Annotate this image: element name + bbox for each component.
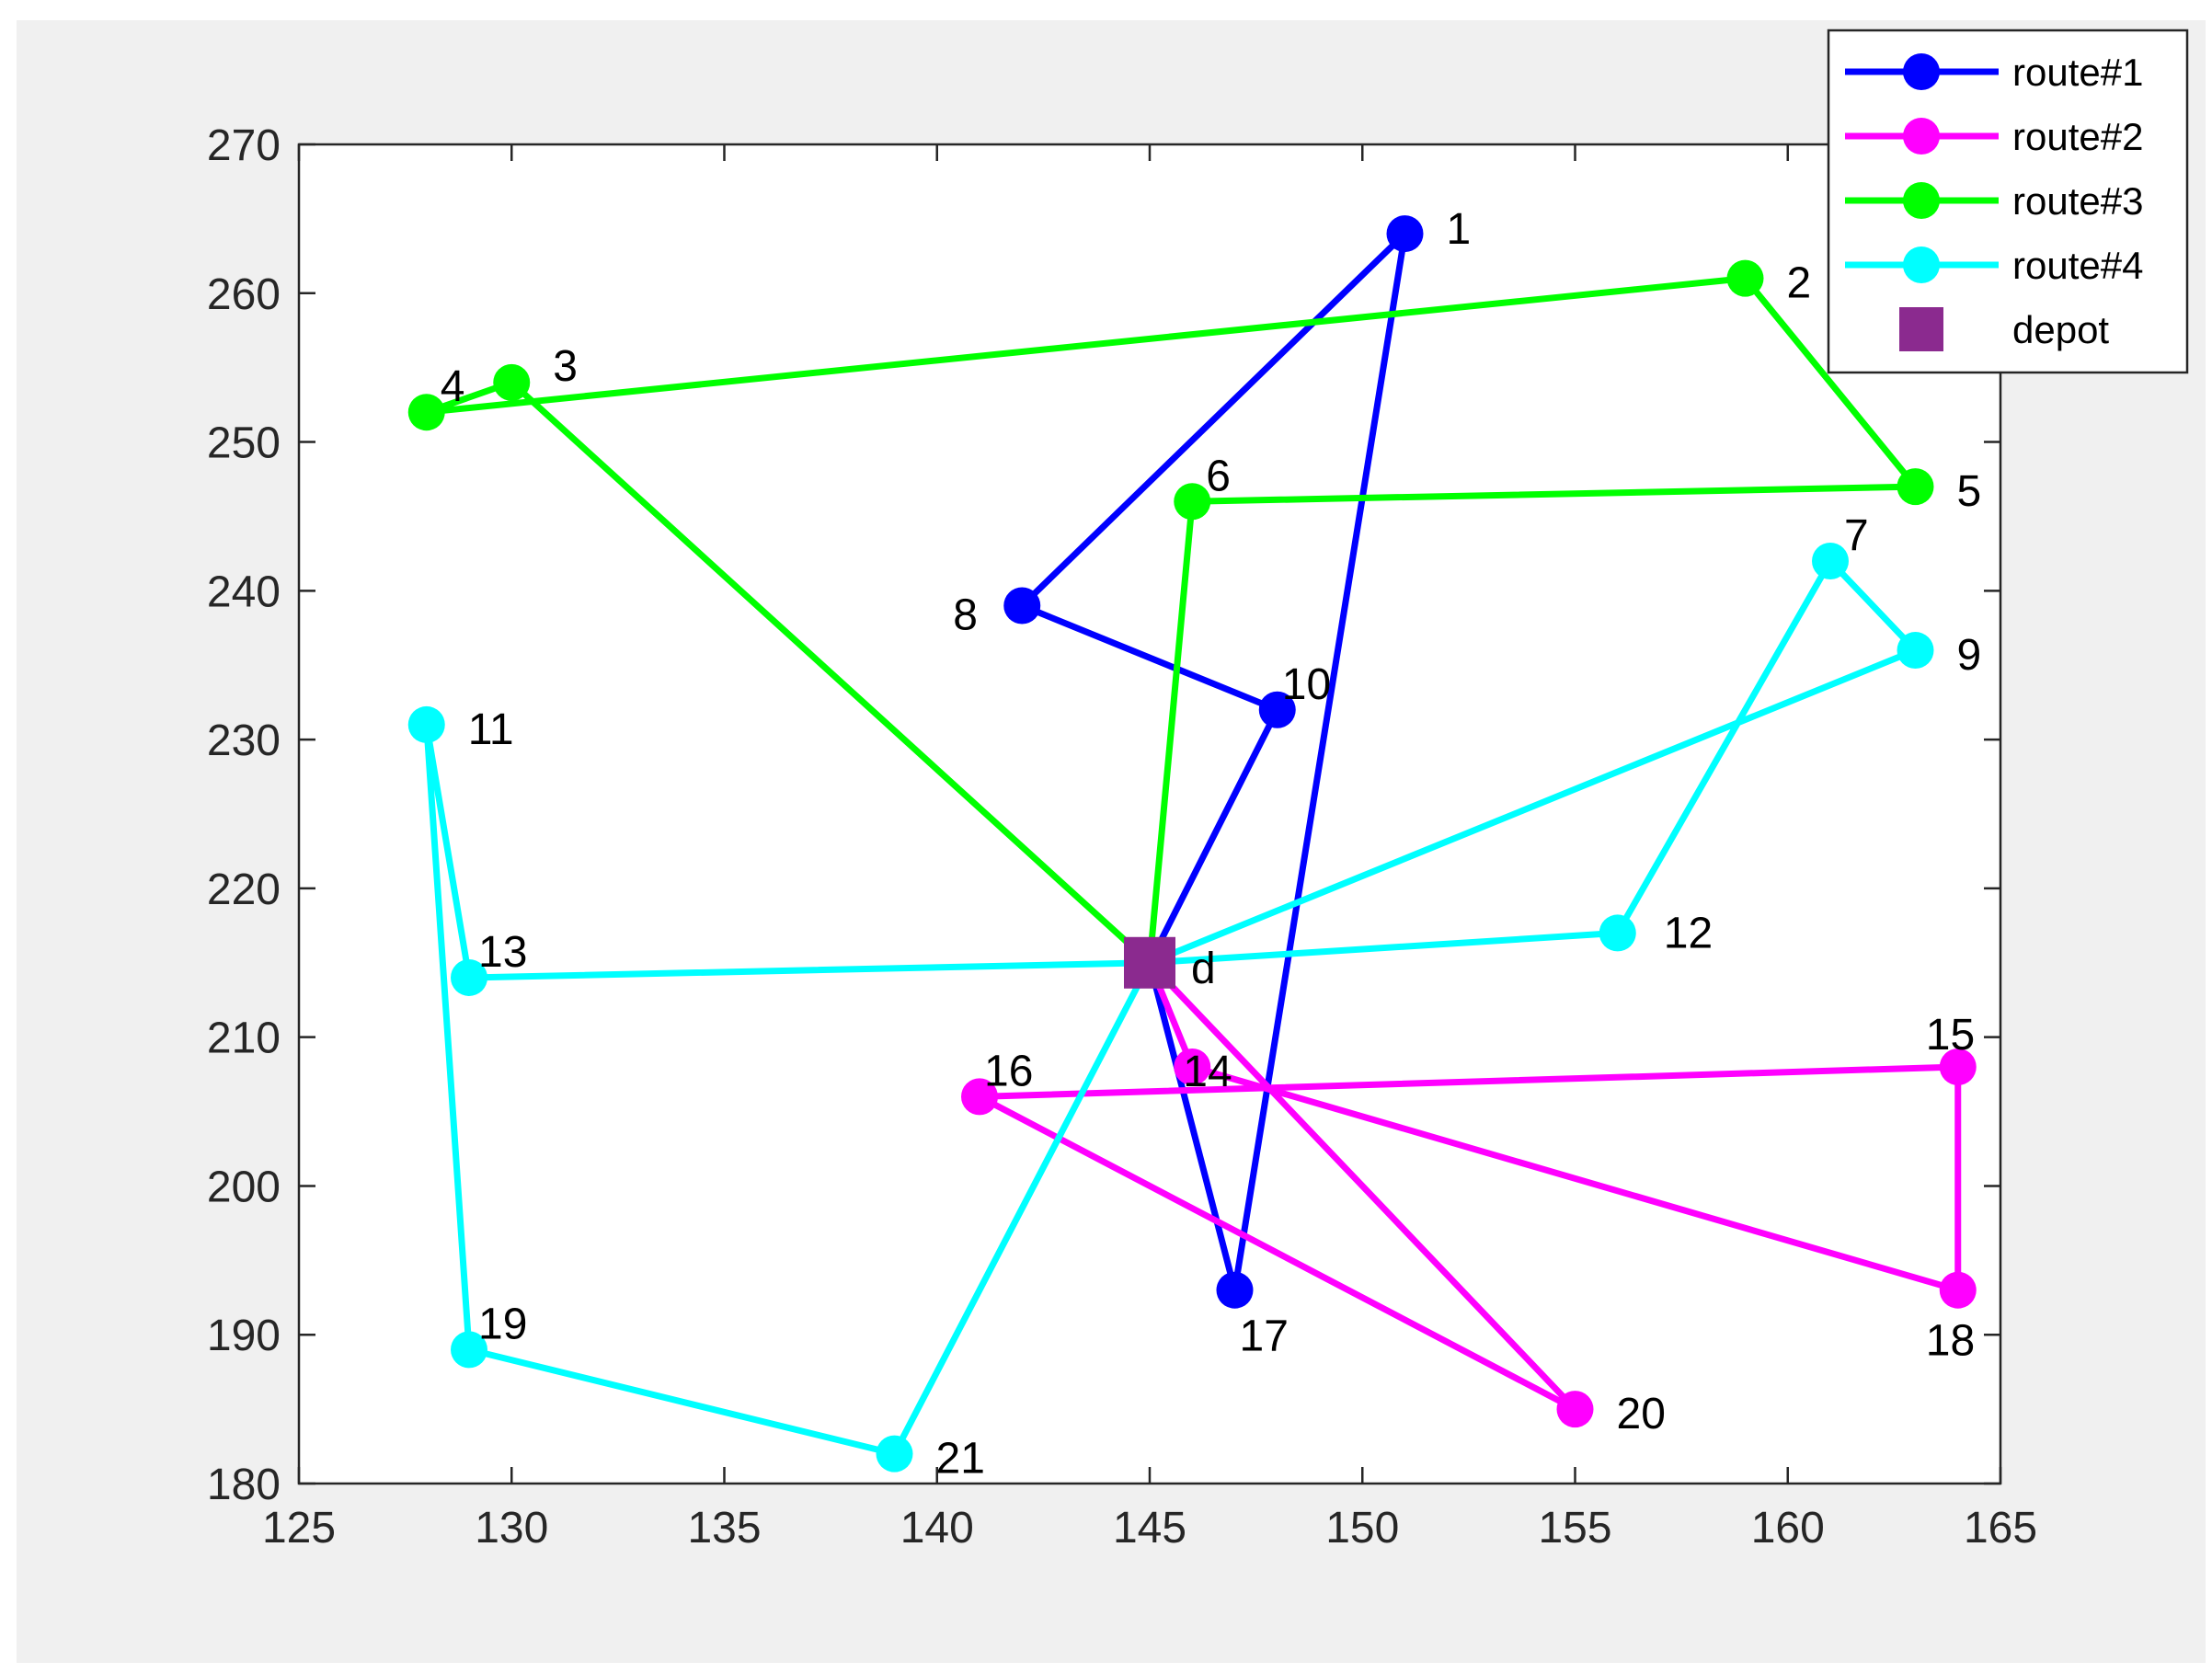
route-3-point-2: [1726, 259, 1764, 297]
point-label-3: 3: [553, 342, 578, 391]
point-label-7: 7: [1844, 511, 1869, 560]
route-3-point-6: [1174, 483, 1211, 521]
route-2-point-16: [961, 1078, 998, 1116]
y-tick-label: 200: [207, 1163, 281, 1211]
route-4-point-9: [1897, 632, 1934, 670]
point-label-13: 13: [478, 928, 527, 977]
y-tick-label: 270: [207, 121, 281, 170]
point-label-1: 1: [1447, 205, 1472, 254]
route-line-4: [423, 557, 1919, 1458]
point-labels: 10 8 1 17 14 18 15 16 20 6 5 2 4 3 12 7 9 13 11 19 21 d: [441, 205, 1981, 1484]
legend-label-4: route#4: [2012, 244, 2143, 287]
route-4-point-19: [451, 1331, 487, 1369]
point-label-18: 18: [1926, 1317, 1975, 1366]
route-3-point-3: [493, 363, 531, 401]
point-label-6: 6: [1206, 452, 1231, 500]
legend: route#1 route#2 route#3 route#4 depot: [1827, 29, 2189, 374]
route-3-point-5: [1897, 468, 1934, 506]
point-label-21: 21: [936, 1435, 985, 1484]
x-tick-label: 160: [1751, 1504, 1825, 1553]
y-tick-label: 210: [207, 1014, 281, 1063]
route-1-point-8: [1003, 587, 1041, 625]
point-label-8: 8: [953, 591, 978, 640]
x-tick-label: 140: [900, 1504, 974, 1553]
point-label-16: 16: [984, 1047, 1033, 1095]
route-line-1: [1018, 230, 1408, 1294]
route-2-point-14: [1174, 1048, 1211, 1086]
point-label-2: 2: [1787, 259, 1812, 308]
legend-marker-3: [1903, 182, 1940, 219]
x-tick-label: 135: [687, 1504, 761, 1553]
x-tick-label: 150: [1325, 1504, 1399, 1553]
route-4-point-11: [407, 705, 445, 743]
depot-label: d: [1191, 945, 1216, 993]
point-label-19: 19: [478, 1300, 527, 1348]
x-tick-label: 125: [262, 1504, 336, 1553]
route-1-point-1: [1386, 215, 1424, 253]
route-4-point-7: [1812, 542, 1849, 579]
point-label-5: 5: [1957, 467, 1982, 516]
y-tick-label: 250: [207, 419, 281, 468]
legend-marker-4: [1903, 246, 1940, 283]
y-tick-label: 220: [207, 865, 281, 914]
point-label-9: 9: [1957, 631, 1982, 680]
x-tick-label: 155: [1538, 1504, 1611, 1553]
route-1-point-10: [1258, 691, 1296, 728]
route-2-point-20: [1556, 1391, 1594, 1428]
point-label-15: 15: [1926, 1011, 1975, 1060]
depot-marker: [1124, 936, 1175, 989]
route-4-point-21: [876, 1435, 913, 1472]
point-label-17: 17: [1240, 1312, 1289, 1361]
point-label-12: 12: [1664, 909, 1713, 957]
x-tick-label: 130: [475, 1504, 548, 1553]
y-tick-label: 180: [207, 1461, 281, 1509]
legend-label-3: route#3: [2012, 179, 2143, 223]
point-label-20: 20: [1617, 1390, 1666, 1438]
y-tick-label: 190: [207, 1312, 281, 1360]
legend-label-1: route#1: [2012, 51, 2143, 94]
route-2-point-15: [1939, 1048, 1977, 1086]
x-tick-label: 145: [1113, 1504, 1186, 1553]
route-4-point-13: [451, 958, 487, 996]
axes: 125 130 135 140 145 150 155 160 1651801902002102…: [207, 121, 2037, 1553]
legend-marker-depot: [1899, 307, 1943, 351]
y-tick-label: 240: [207, 567, 281, 616]
legend-marker-1: [1903, 53, 1940, 90]
y-tick-label: 230: [207, 716, 281, 765]
legend-marker-2: [1903, 118, 1940, 155]
y-tick-label: 260: [207, 270, 281, 319]
series-layer: [407, 215, 1977, 1472]
plot-area: [297, 143, 2002, 1485]
legend-label-2: route#2: [2012, 115, 2143, 158]
route-3-point-4: [407, 394, 445, 431]
route-4-point-12: [1599, 914, 1636, 952]
route-2-point-18: [1939, 1271, 1977, 1309]
point-label-10: 10: [1282, 660, 1331, 709]
point-label-11: 11: [468, 705, 514, 754]
route-1-point-17: [1216, 1271, 1254, 1309]
legend-label-depot: depot: [2012, 308, 2109, 351]
point-label-4: 4: [441, 362, 465, 411]
point-label-14: 14: [1183, 1048, 1232, 1096]
x-tick-label: 165: [1964, 1504, 2037, 1553]
